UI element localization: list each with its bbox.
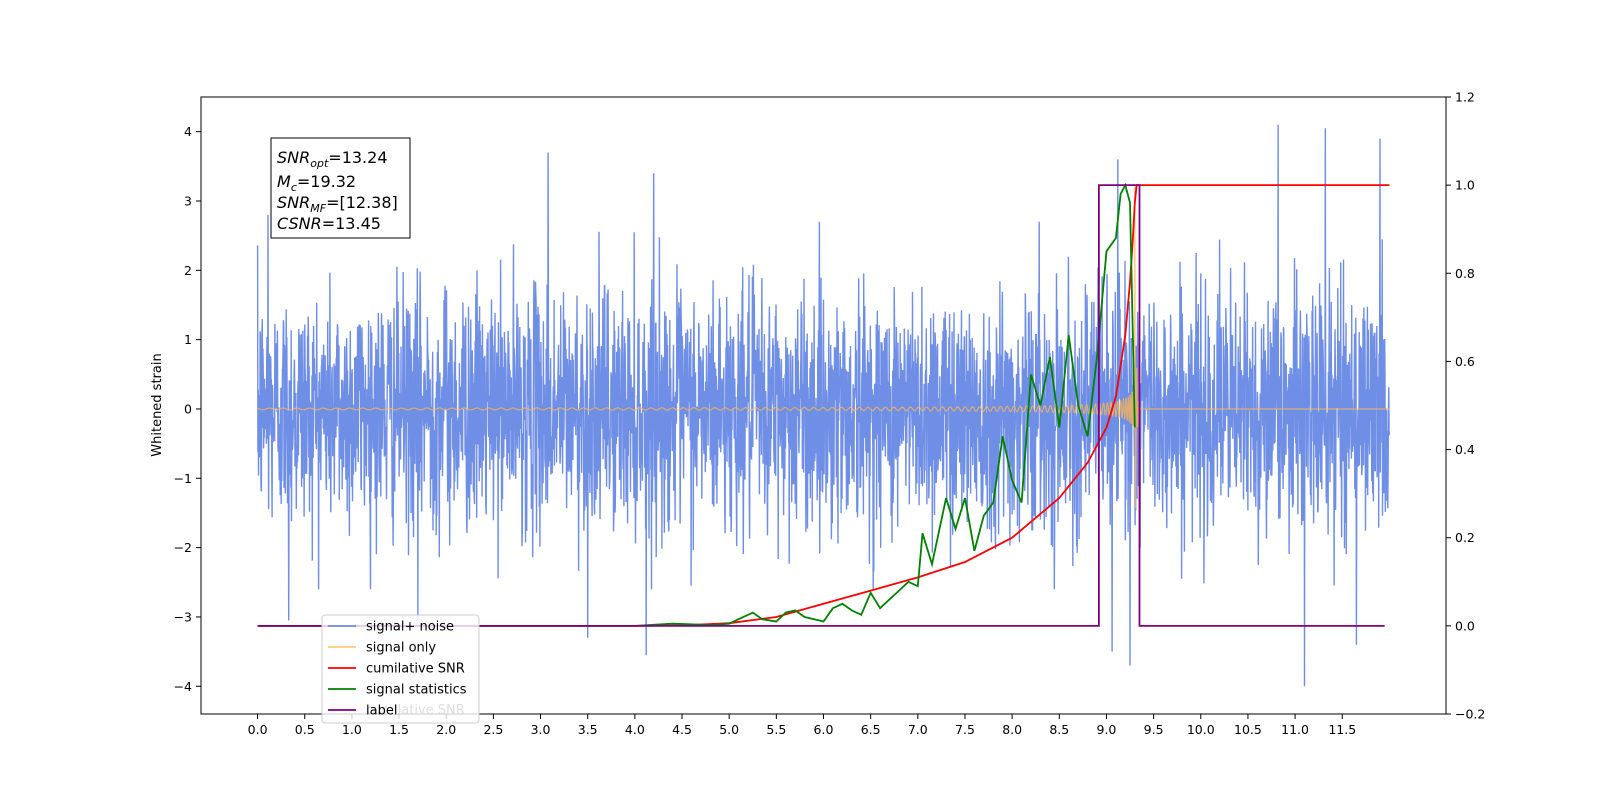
x-tick-label: 1.5 <box>389 722 409 737</box>
legend-label: signal+ noise <box>366 620 454 635</box>
x-tick-label: 8.5 <box>1049 722 1069 737</box>
series-signal-noise <box>256 124 1391 687</box>
x-tick-label: 4.0 <box>625 722 645 737</box>
legend-label: signal only <box>366 641 436 656</box>
legend-label: signal statistics <box>366 683 467 698</box>
snr-opt-line: SNRopt=13.24 <box>277 148 388 170</box>
snr-opt-value: 13.24 <box>342 148 388 167</box>
legend-item-label: label <box>328 704 397 719</box>
series-layer <box>256 124 1391 687</box>
x-tick-label: 9.5 <box>1144 722 1164 737</box>
y-axis-label: Whitened strain <box>150 353 165 456</box>
y-right-tick-label: 0.0 <box>1455 618 1475 633</box>
x-tick-label: 3.0 <box>531 722 551 737</box>
snr-mf-value: [12.38] <box>339 193 397 212</box>
legend-item-signal-only: signal only <box>328 641 436 656</box>
snr-mf-line: SNRMF=[12.38] <box>277 193 398 215</box>
csnr-line: CSNR=13.45 <box>277 214 381 233</box>
y-left-tick-label: −1 <box>174 471 192 486</box>
x-tick-label: 0.0 <box>248 722 268 737</box>
x-tick-label: 5.5 <box>766 722 786 737</box>
y-right-tick-label: 0.6 <box>1455 354 1475 369</box>
y-right-tick-label: 0.4 <box>1455 442 1475 457</box>
series-signal-statistics <box>257 182 1136 627</box>
x-tick-label: 2.5 <box>483 722 503 737</box>
x-axis: 0.0 0.5 1.0 1.5 2.0 2.5 3.0 3.5 4.0 4.5 5.0 5.5 6.0 6… <box>248 714 1356 737</box>
x-tick-label: 3.5 <box>578 722 598 737</box>
y-left-tick-label: −2 <box>174 540 192 555</box>
y-left-tick-label: 3 <box>184 193 192 208</box>
y-right-tick-label: 0.8 <box>1455 266 1475 281</box>
legend-label: label <box>366 704 397 719</box>
y-axis-left: −4 −3 −2 −1 0 1 2 3 4 <box>174 124 201 694</box>
legend-obscured-text: cumilative SNR <box>366 703 465 718</box>
annotation-box: SNRopt=13.24 Mc=19.32 SNRMF=[12.38] CSNR… <box>270 137 411 239</box>
x-tick-label: 10.5 <box>1234 722 1262 737</box>
legend: cumilative SNR signal+ noise signal only c… <box>321 614 480 724</box>
x-tick-label: 11.5 <box>1328 722 1356 737</box>
legend-item-cumulative-snr: cumilative SNR <box>328 662 465 677</box>
x-tick-label: 11.0 <box>1281 722 1309 737</box>
x-tick-label: 8.0 <box>1002 722 1022 737</box>
y-right-tick-label: 1.0 <box>1455 178 1475 193</box>
y-left-tick-label: −3 <box>174 609 192 624</box>
y-left-tick-label: 2 <box>184 263 192 278</box>
y-left-tick-label: 4 <box>184 124 192 139</box>
x-tick-label: 6.5 <box>861 722 881 737</box>
series-label <box>257 184 1385 627</box>
x-tick-label: 4.5 <box>672 722 692 737</box>
x-tick-label: 1.0 <box>342 722 362 737</box>
legend-item-signal-noise: signal+ noise <box>328 620 454 635</box>
y-axis-right: −0.2 0.0 0.2 0.4 0.6 0.8 1.0 1.2 <box>1446 90 1485 722</box>
x-tick-label: 7.5 <box>955 722 975 737</box>
series-signal-only <box>257 187 1390 509</box>
x-tick-label: 6.0 <box>814 722 834 737</box>
y-left-tick-label: 1 <box>184 332 192 347</box>
mc-line: Mc=19.32 <box>277 172 356 194</box>
mc-value: 19.32 <box>310 172 356 191</box>
legend-item-signal-statistics: signal statistics <box>328 683 467 698</box>
y-right-tick-label: −0.2 <box>1455 707 1485 722</box>
y-left-tick-label: 0 <box>184 401 192 416</box>
x-tick-label: 7.0 <box>908 722 928 737</box>
y-left-tick-label: −4 <box>174 679 192 694</box>
x-tick-label: 10.0 <box>1187 722 1215 737</box>
csnr-value: 13.45 <box>335 214 381 233</box>
x-tick-label: 9.0 <box>1097 722 1117 737</box>
x-tick-label: 0.5 <box>295 722 315 737</box>
legend-label: cumilative SNR <box>366 662 465 677</box>
y-right-tick-label: 1.2 <box>1455 90 1475 105</box>
y-right-tick-label: 0.2 <box>1455 530 1475 545</box>
x-tick-label: 2.0 <box>436 722 456 737</box>
x-tick-label: 5.0 <box>719 722 739 737</box>
